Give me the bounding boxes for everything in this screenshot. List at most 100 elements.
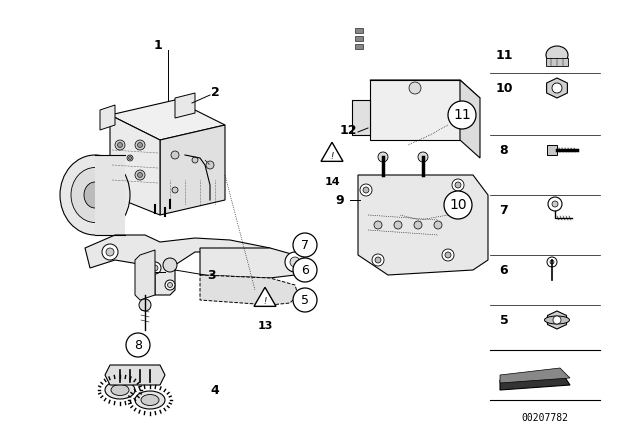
Polygon shape [110,115,160,215]
Text: 6: 6 [301,263,309,276]
Polygon shape [321,142,343,161]
Circle shape [442,249,454,261]
Text: 8: 8 [500,143,508,156]
Circle shape [129,156,131,159]
Text: 1: 1 [154,39,163,52]
Circle shape [445,252,451,258]
Circle shape [550,260,554,264]
Polygon shape [358,175,488,275]
Circle shape [118,168,122,172]
Ellipse shape [84,182,106,208]
Circle shape [138,172,143,177]
Text: 00207782: 00207782 [522,413,568,423]
Circle shape [293,288,317,312]
FancyBboxPatch shape [355,28,363,33]
Circle shape [409,82,421,94]
FancyBboxPatch shape [355,36,363,41]
Polygon shape [135,250,155,300]
Polygon shape [460,80,480,158]
Circle shape [206,161,214,169]
Text: 10: 10 [449,198,467,212]
Polygon shape [547,78,568,98]
Polygon shape [547,311,566,329]
Text: 7: 7 [301,238,309,251]
Circle shape [547,257,557,267]
Circle shape [106,248,114,256]
Circle shape [293,233,317,257]
Circle shape [448,101,476,129]
Circle shape [135,140,145,150]
Circle shape [163,258,177,272]
Circle shape [138,142,143,147]
Circle shape [363,187,369,193]
Polygon shape [500,370,570,390]
Polygon shape [175,93,195,118]
FancyBboxPatch shape [95,155,125,235]
Circle shape [149,262,161,274]
Polygon shape [254,287,276,306]
Circle shape [115,140,125,150]
Polygon shape [370,80,460,140]
Polygon shape [200,275,298,305]
Circle shape [127,155,133,161]
Text: 11: 11 [495,48,513,61]
Text: 11: 11 [453,108,471,122]
Text: 13: 13 [257,321,273,331]
Circle shape [394,221,402,229]
Circle shape [293,258,317,282]
Text: 9: 9 [336,194,344,207]
Text: !: ! [330,151,333,160]
Circle shape [455,182,461,188]
Text: 3: 3 [208,268,216,281]
Polygon shape [500,368,570,383]
Ellipse shape [71,168,119,223]
Circle shape [434,221,442,229]
FancyBboxPatch shape [547,145,557,155]
Circle shape [418,152,428,162]
Ellipse shape [135,391,165,409]
Text: 4: 4 [211,383,220,396]
Circle shape [290,257,300,267]
Circle shape [553,316,561,324]
Ellipse shape [545,316,570,324]
Text: 7: 7 [500,203,508,216]
Polygon shape [105,365,165,385]
Circle shape [548,197,562,211]
Polygon shape [352,100,370,135]
Text: 10: 10 [495,82,513,95]
Text: 12: 12 [339,124,356,137]
Circle shape [372,254,384,266]
Text: 6: 6 [500,263,508,276]
Circle shape [378,152,388,162]
Polygon shape [370,80,480,98]
Circle shape [152,265,158,271]
Circle shape [452,179,464,191]
Text: 8: 8 [134,339,142,352]
Text: !: ! [263,297,267,306]
Circle shape [118,142,122,147]
Text: 5: 5 [301,293,309,306]
Polygon shape [85,235,270,295]
Ellipse shape [60,155,130,235]
Circle shape [126,333,150,357]
Ellipse shape [105,381,135,399]
Polygon shape [100,105,115,130]
Circle shape [172,187,178,193]
Circle shape [360,184,372,196]
FancyBboxPatch shape [546,58,568,66]
Circle shape [414,221,422,229]
Circle shape [552,83,562,93]
Circle shape [444,191,472,219]
Circle shape [139,299,151,311]
Circle shape [552,201,558,207]
Circle shape [135,170,145,180]
Circle shape [374,221,382,229]
FancyBboxPatch shape [355,44,363,49]
Circle shape [116,166,124,174]
Text: 2: 2 [211,86,220,99]
Ellipse shape [546,46,568,64]
Circle shape [171,151,179,159]
Circle shape [168,283,173,288]
Circle shape [102,244,118,260]
Ellipse shape [141,395,159,405]
